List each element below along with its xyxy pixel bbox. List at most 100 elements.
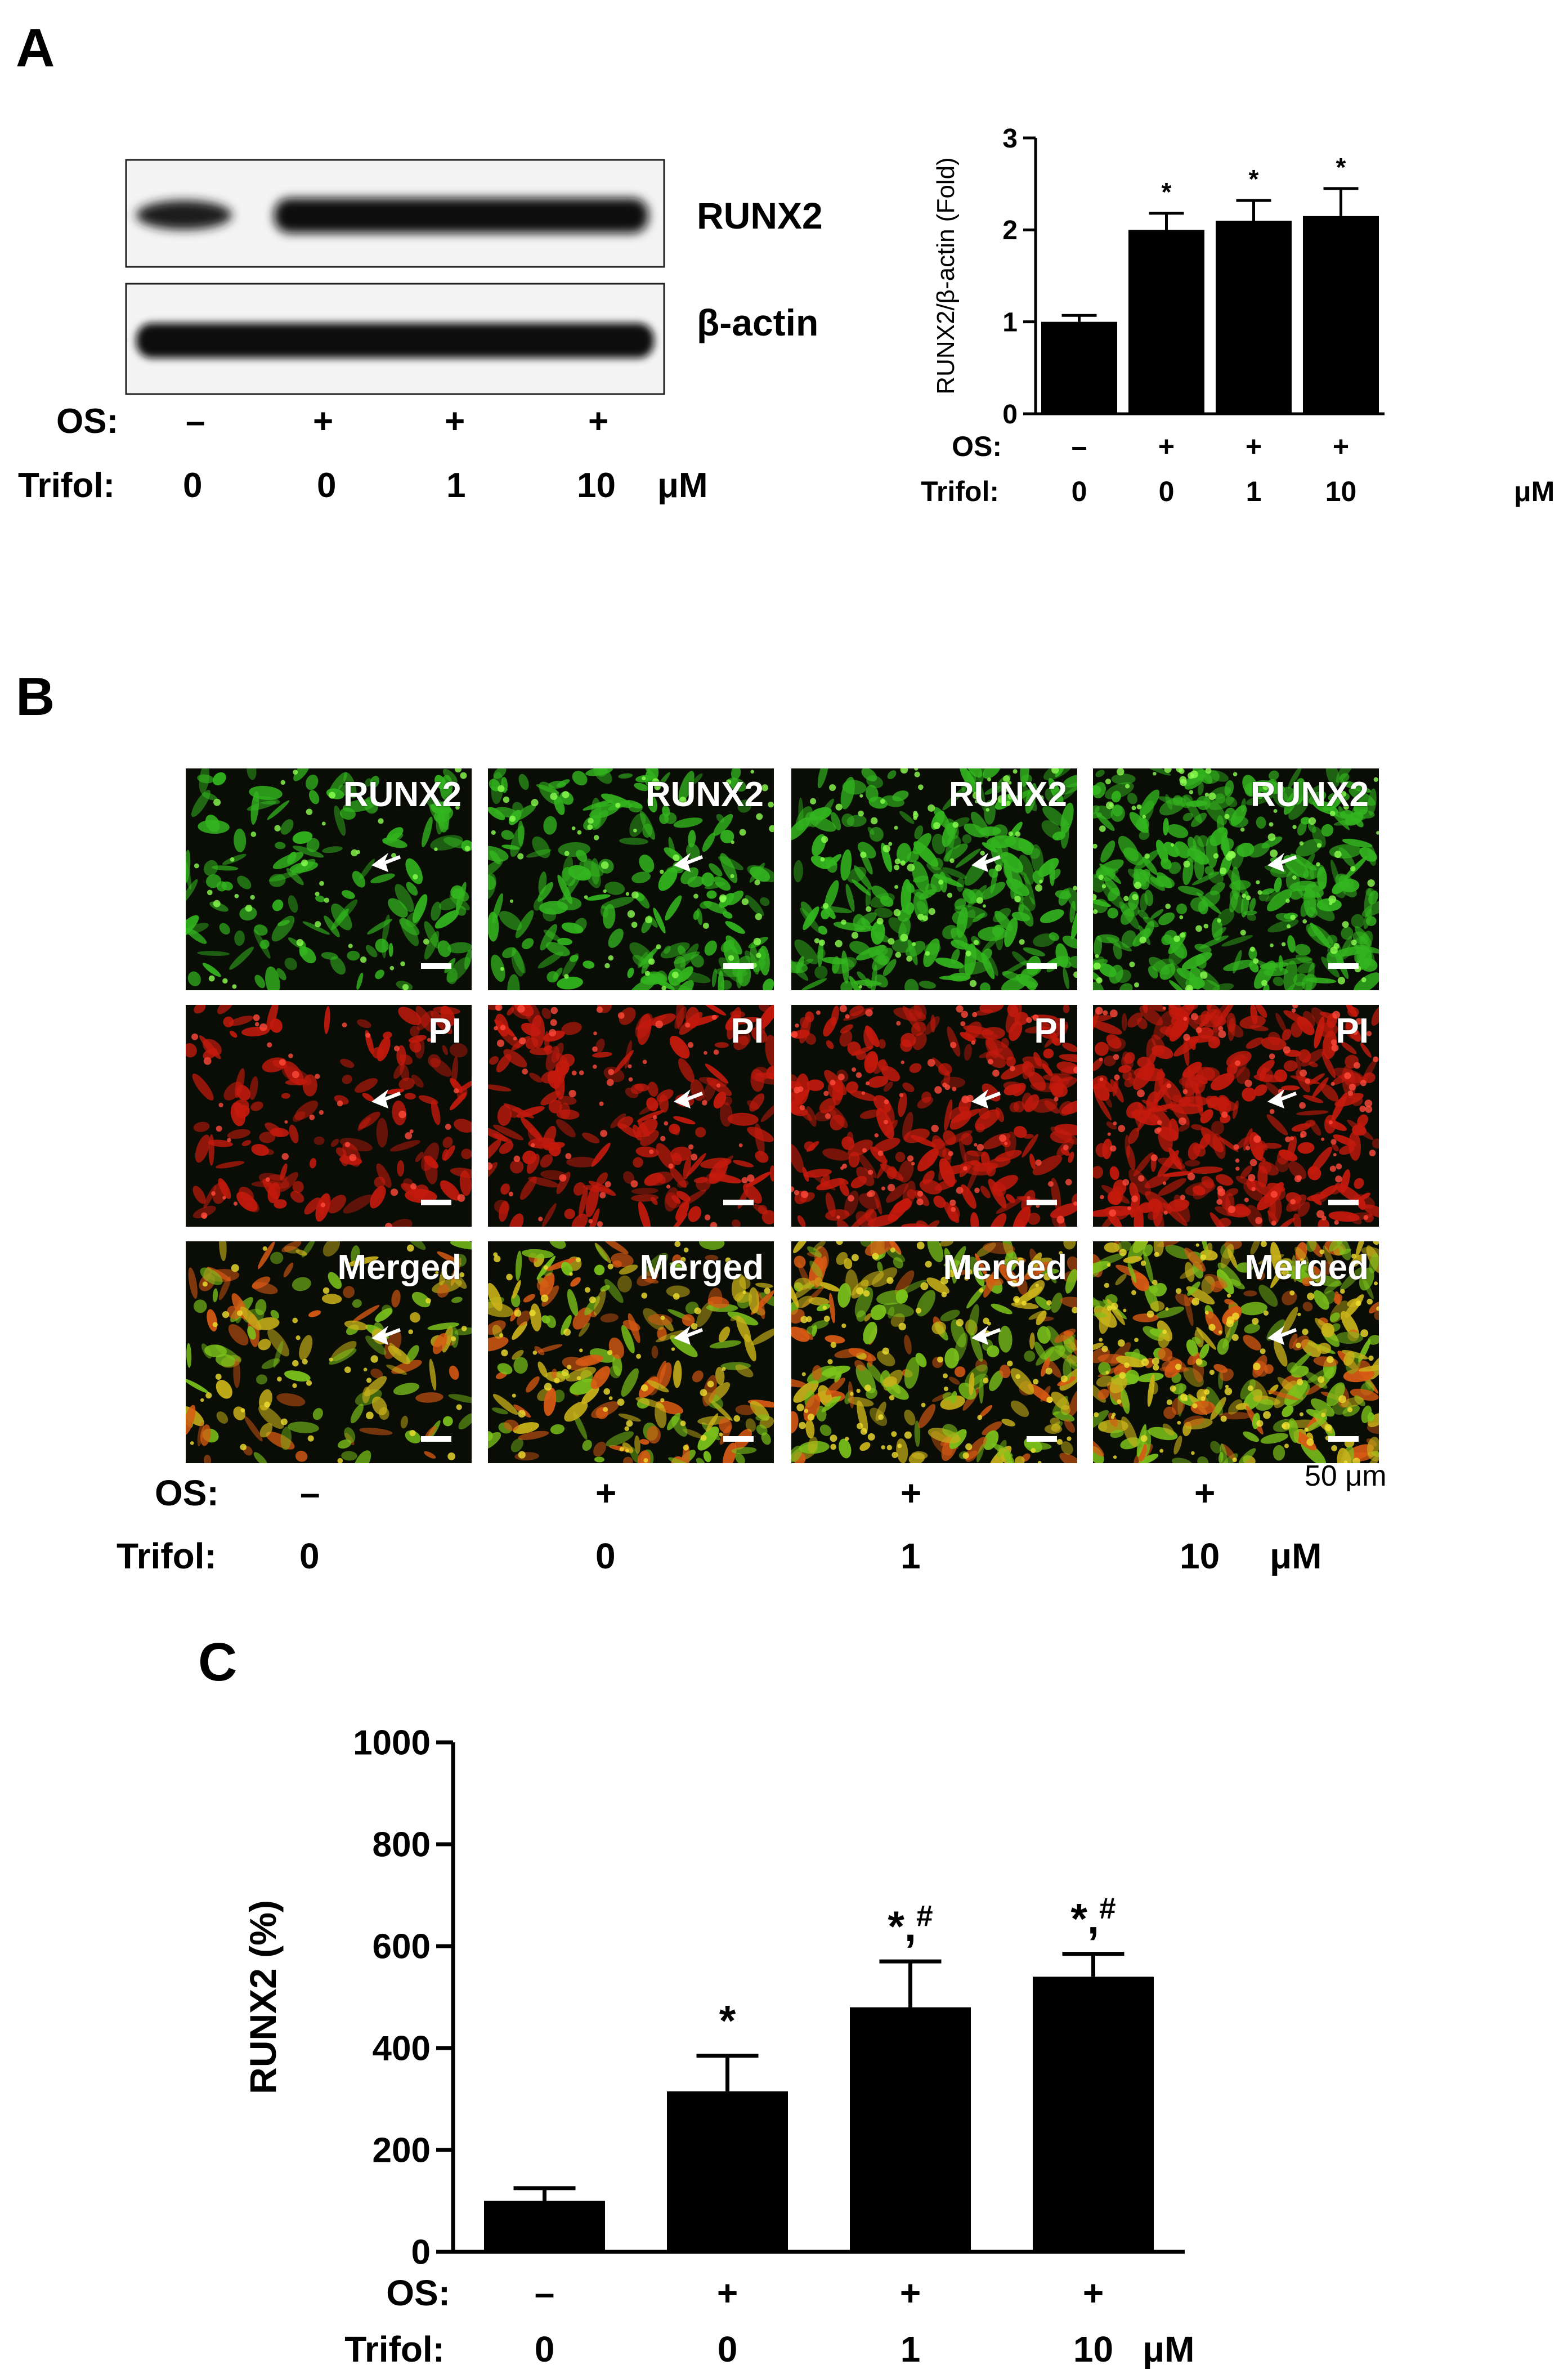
micrograph-label: RUNX2 (948, 775, 1067, 814)
os-value: + (717, 2273, 738, 2313)
blot-os-2: + (445, 402, 465, 441)
scale-bar (1328, 1200, 1359, 1205)
scale-bar (421, 1200, 451, 1205)
micro-trifol-0: 0 (299, 1536, 320, 1576)
y-tick-label: 3 (1002, 124, 1018, 154)
trifol-label: Trifol: (921, 476, 999, 507)
micro-os-label: OS: (155, 1473, 219, 1513)
os-label: OS: (952, 431, 1002, 462)
blot-trifol-3: 10 (577, 466, 616, 505)
micrograph-image (1093, 1005, 1379, 1227)
blot-image (125, 159, 665, 395)
blot-trifol-0: 0 (183, 466, 203, 505)
y-tick-label: 2 (1002, 216, 1018, 245)
trifol-value: 0 (718, 2329, 738, 2369)
blot-os-3: + (588, 402, 609, 441)
y-tick-label: 600 (373, 1928, 431, 1966)
os-value: – (535, 2273, 555, 2313)
bar (1216, 221, 1292, 414)
trifol-value: 10 (1073, 2329, 1113, 2369)
bar (484, 2201, 605, 2252)
trifol-value: 0 (1159, 476, 1175, 507)
y-tick-label: 1 (1002, 307, 1018, 337)
blot-trifol-label: Trifol: (18, 466, 115, 505)
trifol-value: 1 (1246, 476, 1262, 507)
blot-os-1: + (313, 402, 334, 441)
os-value: + (1246, 431, 1262, 462)
arrow-marker (1267, 1326, 1297, 1345)
micrograph-label: PI (1336, 1012, 1369, 1050)
significance-marker: * (1249, 164, 1259, 194)
unit-label: μM (1514, 476, 1554, 507)
bar (1033, 1977, 1154, 2252)
trifol-value: 10 (1325, 476, 1357, 507)
scale-bar (1027, 1200, 1057, 1205)
trifol-label: Trifol: (344, 2329, 445, 2369)
bar (1041, 321, 1117, 414)
panel-letter-b: B (16, 667, 55, 727)
significance-marker: * (719, 1997, 736, 2045)
micro-os-1: + (595, 1473, 617, 1513)
micrograph-merged-0: Merged (186, 1241, 472, 1463)
os-value: + (1158, 431, 1175, 462)
significance-marker: * (1336, 153, 1346, 182)
bar (850, 2007, 971, 2252)
scale-bar (1027, 1436, 1057, 1442)
micrograph-runx2-3: RUNX2 (1093, 768, 1379, 990)
scale-bar (421, 963, 451, 969)
scale-bar (421, 1436, 451, 1442)
micrograph-image (488, 1241, 774, 1463)
trifol-value: 0 (535, 2329, 555, 2369)
micrograph-label: Merged (639, 1248, 764, 1287)
y-tick-label: 800 (373, 1826, 431, 1865)
arrow-marker (371, 1326, 401, 1345)
bar (1303, 216, 1379, 414)
chart-c: 0 200 400 600 800 1000 RUNX2 (%) – 0 * +0 *,# +1 *,# +… (242, 1724, 1194, 2369)
bar (1128, 230, 1204, 414)
micrograph-label: PI (428, 1012, 462, 1050)
western-blot (125, 159, 665, 395)
arrow-marker (971, 1326, 1001, 1345)
micrograph-label: RUNX2 (1250, 775, 1369, 814)
y-tick-label: 400 (373, 2029, 431, 2068)
os-value: + (1083, 2273, 1104, 2313)
trifol-value: 0 (1072, 476, 1087, 507)
os-value: + (1333, 431, 1349, 462)
micrograph-image (791, 1005, 1077, 1227)
micrograph-label: PI (1034, 1012, 1067, 1050)
micrograph-image (186, 768, 472, 990)
blot-label-runx2: RUNX2 (697, 195, 823, 236)
chart-a: 0 1 2 3 RUNX2/β-actin (Fold) – 0 * +0 * +1 * +10 OS: T… (921, 124, 1554, 507)
blot-unit: μM (657, 466, 708, 505)
panel-letter-c: C (198, 1632, 238, 1692)
significance-marker: * (1162, 177, 1172, 207)
micrograph-label: RUNX2 (343, 775, 462, 814)
micro-trifol-3: 10 (1180, 1536, 1220, 1576)
arrow-marker (371, 853, 401, 872)
y-tick-label: 0 (411, 2233, 431, 2272)
os-label: OS: (386, 2273, 450, 2313)
micro-unit: μM (1270, 1536, 1322, 1576)
blot-band (136, 200, 232, 230)
micro-trifol-1: 0 (595, 1536, 616, 1576)
blot-band (136, 323, 654, 358)
blot-os-label: OS: (56, 402, 119, 441)
y-tick-label: 200 (373, 2131, 431, 2170)
unit-label: μM (1143, 2329, 1194, 2369)
os-value: – (1072, 431, 1087, 462)
y-tick-label: 0 (1002, 400, 1018, 430)
significance-marker: *,# (1070, 1892, 1115, 1943)
bar (667, 2091, 788, 2252)
micrograph-pi-3: PI (1093, 1005, 1379, 1227)
scale-bar (723, 1436, 754, 1442)
micro-trifol-2: 1 (901, 1536, 921, 1576)
arrow-marker (674, 853, 703, 872)
micro-os-2: + (901, 1473, 922, 1513)
micrograph-merged-1: Merged (488, 1241, 774, 1463)
arrow-marker (371, 1089, 401, 1108)
micrograph-label: Merged (337, 1248, 462, 1287)
micrograph-image (186, 1005, 472, 1227)
micrograph-grid: RUNX2 RUNX2 RUNX2 RUNX2 PI PI PI PI Merged Merged… (186, 768, 1379, 1464)
micrograph-label: PI (731, 1012, 764, 1050)
micro-os-3: + (1194, 1473, 1216, 1513)
